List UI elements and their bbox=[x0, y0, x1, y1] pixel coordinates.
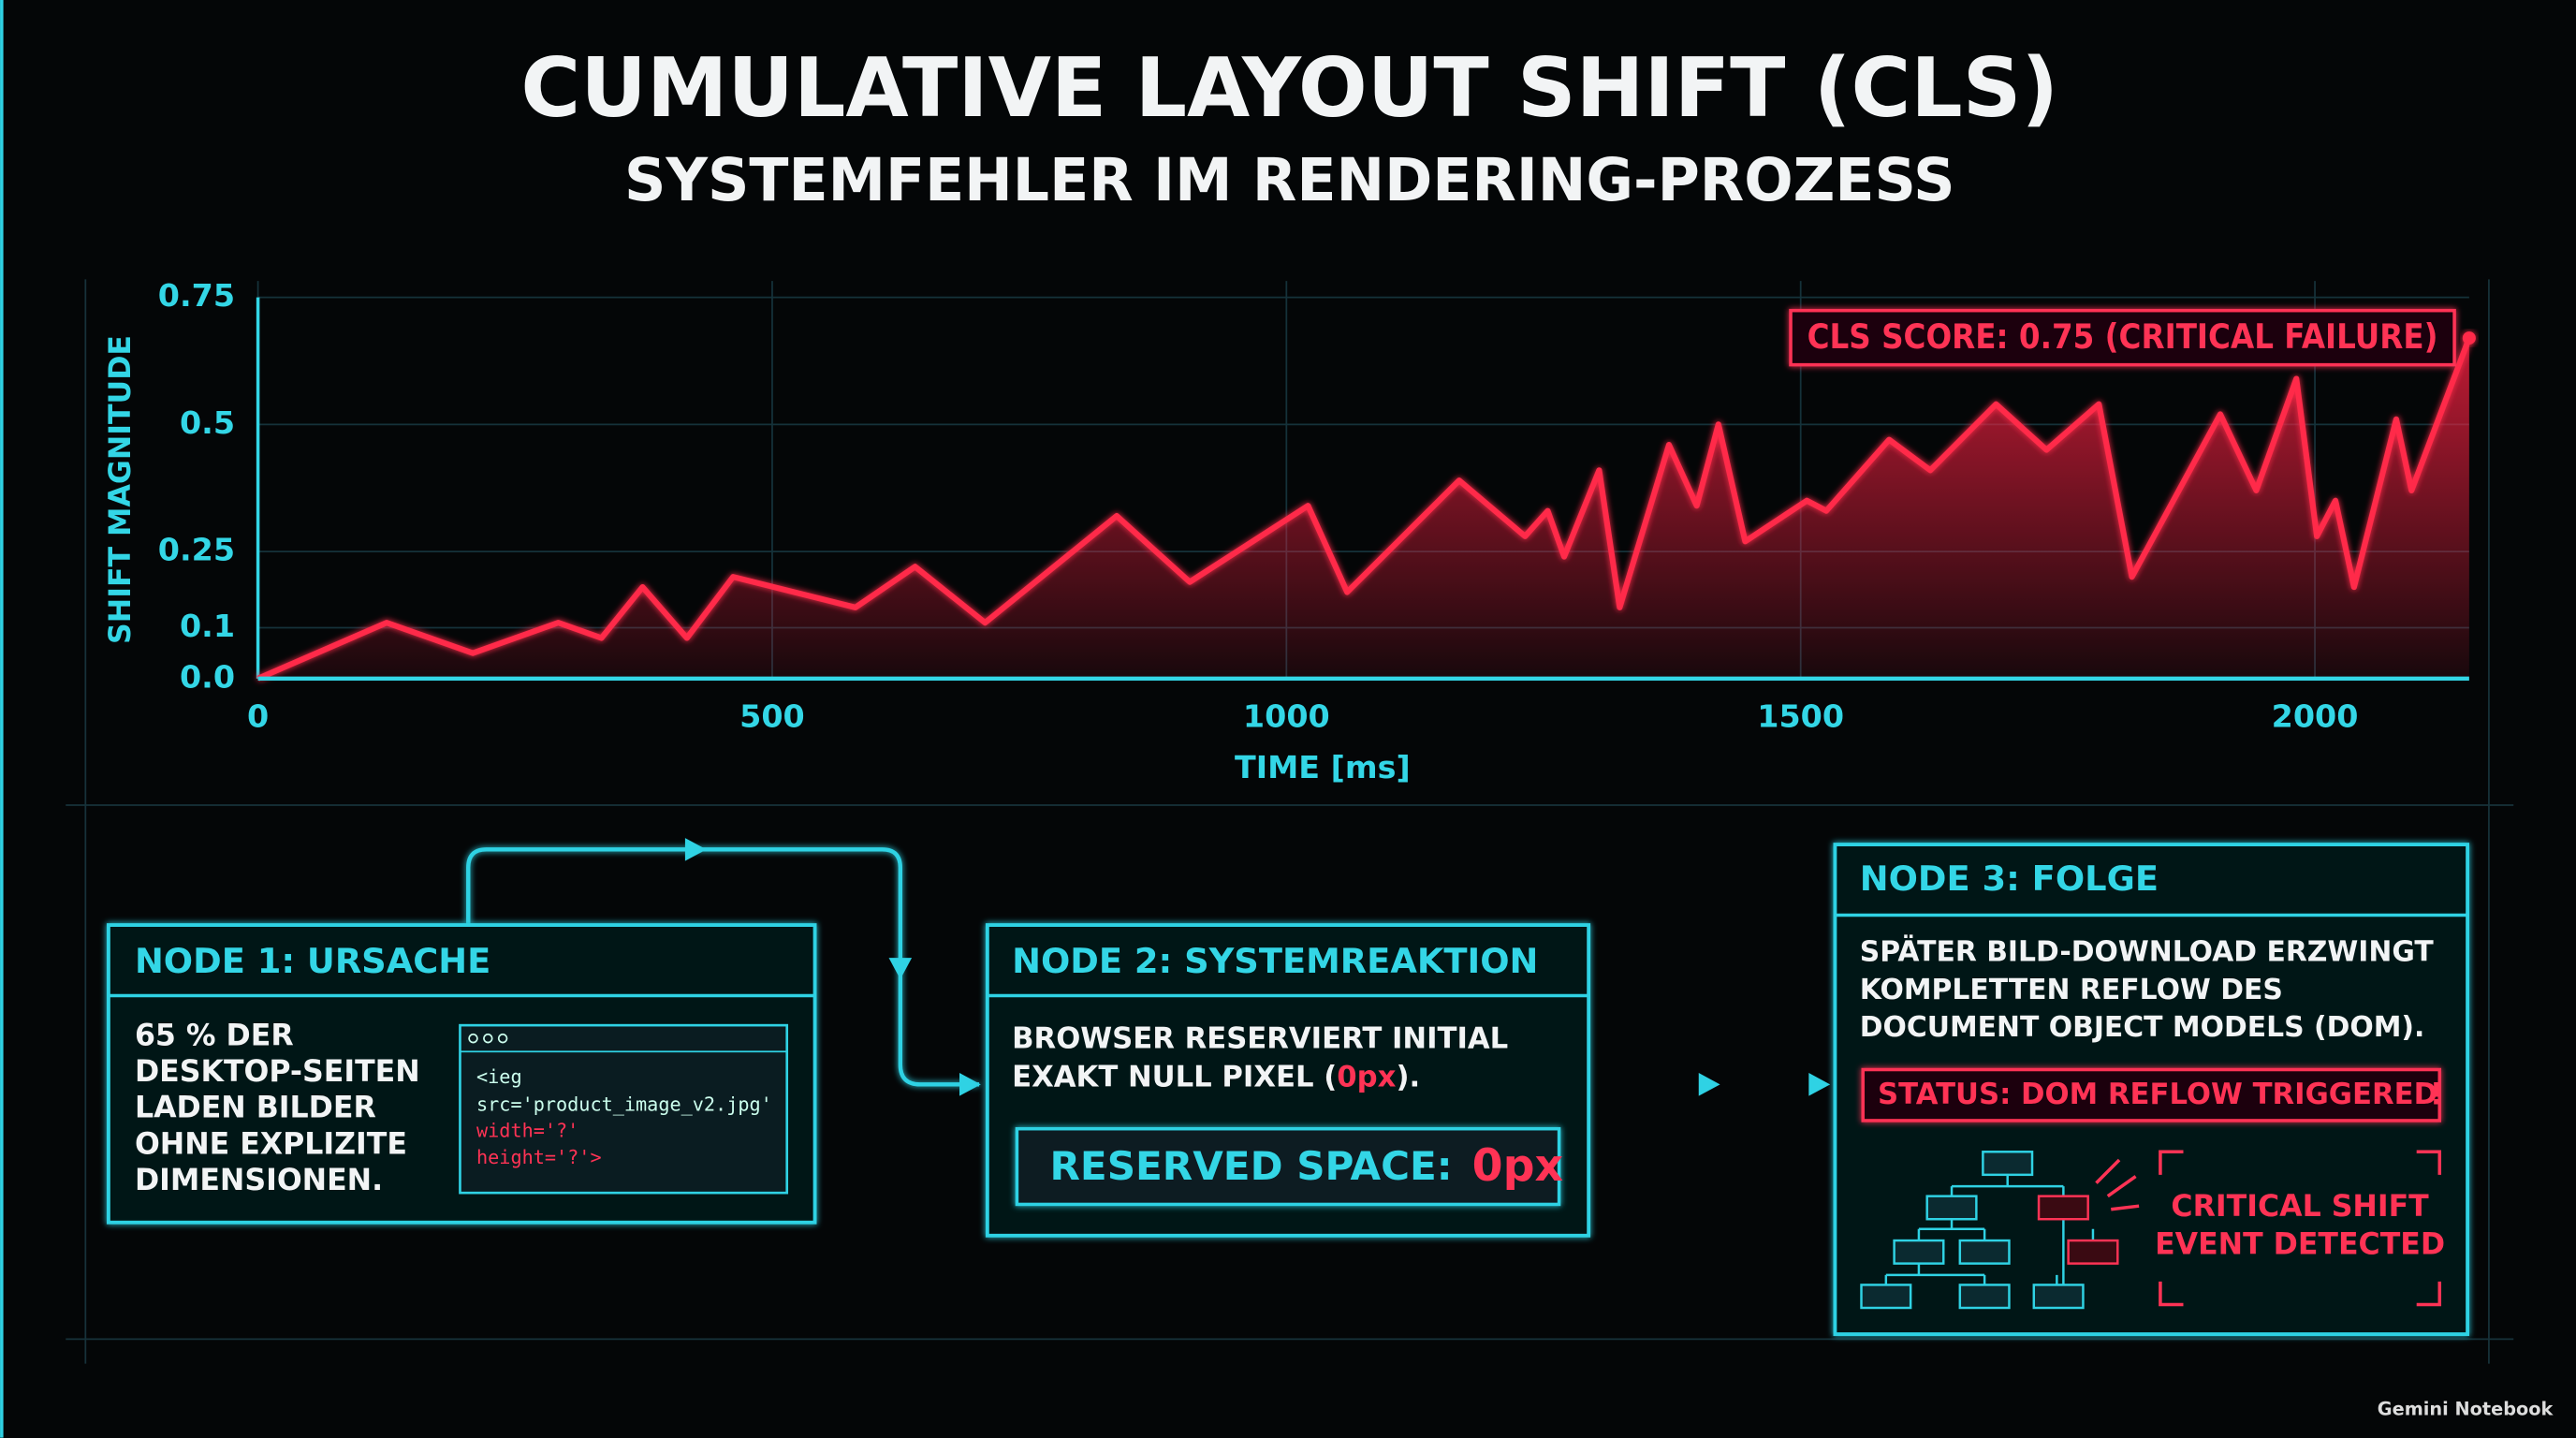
code-line: <ieg bbox=[476, 1065, 522, 1088]
x-tick-label: 2000 bbox=[2272, 697, 2359, 734]
y-tick-label: 0.25 bbox=[158, 532, 235, 568]
node-text: DOCUMENT OBJECT MODELS (DOM). bbox=[1860, 1011, 2425, 1044]
text-highlight: 0px bbox=[1337, 1060, 1396, 1093]
reserved-text: RESERVED SPACE: bbox=[1050, 1142, 1453, 1188]
tree-node bbox=[2037, 1195, 2089, 1221]
code-window bbox=[459, 1023, 789, 1195]
x-axis-label: TIME [ms] bbox=[1235, 749, 1411, 785]
tree-node bbox=[1860, 1284, 1912, 1310]
code-line: height='?'> bbox=[476, 1146, 602, 1168]
y-tick-label: 0.75 bbox=[158, 277, 235, 314]
y-axis-label: SHIFT MAGNITUDE bbox=[104, 335, 138, 644]
node-text: BROWSER RESERVIERT INITIAL bbox=[1012, 1021, 1508, 1055]
alert-text: CRITICAL SHIFT bbox=[2171, 1190, 2429, 1224]
tree-lines bbox=[1884, 1174, 2095, 1285]
reserved-label: RESERVED SPACE: 0px bbox=[1050, 1140, 1564, 1192]
text-part: ). bbox=[1396, 1060, 1420, 1093]
node-title: NODE 3: FOLGE bbox=[1860, 858, 2159, 899]
x-tick-label: 500 bbox=[739, 697, 805, 734]
chart-title: CUMULATIVE LAYOUT SHIFT (CLS) bbox=[520, 40, 2058, 136]
background-grid bbox=[66, 279, 2514, 1364]
watermark: Gemini Notebook bbox=[2378, 1398, 2554, 1419]
reserved-value: 0px bbox=[1472, 1140, 1563, 1192]
connector bbox=[466, 847, 980, 1087]
node-text: OHNE EXPLIZITE bbox=[135, 1127, 407, 1161]
node-text: 65 % DER bbox=[135, 1019, 294, 1052]
status-text: STATUS: DOM REFLOW TRIGGERED bbox=[1878, 1078, 2437, 1111]
arrow bbox=[1808, 1073, 1831, 1096]
arrow bbox=[959, 1073, 981, 1096]
area bbox=[257, 338, 2469, 679]
y-tick-label: 0.0 bbox=[180, 658, 235, 695]
node-1: NODE 1: URSACHE 65 % DER DESKTOP-SEITEN … bbox=[106, 923, 817, 1225]
tree-node bbox=[2032, 1284, 2085, 1310]
line bbox=[256, 336, 2472, 682]
tree-node bbox=[1982, 1151, 2034, 1177]
code-line: width='?' bbox=[476, 1120, 578, 1142]
end-point bbox=[2462, 331, 2476, 345]
tree-node bbox=[1893, 1239, 1945, 1265]
code-line: src='product_image_v2.jpg' bbox=[476, 1093, 772, 1116]
x-tick-label: 1000 bbox=[1243, 697, 1330, 734]
x-tick-label: 0 bbox=[247, 697, 269, 734]
node-title: NODE 1: URSACHE bbox=[135, 941, 490, 981]
alert-text: EVENT DETECTED bbox=[2155, 1227, 2445, 1261]
node-text: EXAKT NULL PIXEL (0px). bbox=[1012, 1060, 1420, 1093]
node-title: NODE 2: SYSTEMREAKTION bbox=[1012, 941, 1538, 981]
alert-rays bbox=[2095, 1158, 2140, 1211]
node-2: NODE 2: SYSTEMREAKTION BROWSER RESERVIER… bbox=[985, 923, 1591, 1238]
window-dot bbox=[483, 1033, 493, 1044]
status-icon: ! bbox=[2430, 1078, 2443, 1112]
y-tick-label: 0.5 bbox=[180, 404, 235, 441]
tree-node bbox=[1925, 1195, 1978, 1221]
tree-node bbox=[1958, 1239, 2011, 1265]
x-tick-label: 1500 bbox=[1757, 697, 1844, 734]
arrow bbox=[1698, 1073, 1720, 1096]
tree-node bbox=[2067, 1239, 2119, 1265]
y-tick-label: 0.1 bbox=[180, 608, 235, 644]
reserved-box bbox=[1015, 1126, 1561, 1207]
window-dot bbox=[468, 1033, 478, 1044]
dom-tree bbox=[1860, 1151, 2119, 1310]
window-dot bbox=[497, 1033, 508, 1044]
node-text: DESKTOP-SEITEN bbox=[135, 1055, 420, 1089]
text-part: EXAKT NULL PIXEL ( bbox=[1012, 1060, 1337, 1093]
arrow bbox=[888, 958, 913, 979]
arrow bbox=[684, 838, 707, 861]
annotation: CLS SCORE: 0.75 (CRITICAL FAILURE) bbox=[1808, 316, 2438, 357]
tree-node bbox=[1958, 1284, 2011, 1310]
alert-brackets bbox=[2159, 1150, 2442, 1307]
node-3: NODE 3: FOLGE SPÄTER BILD-DOWNLOAD ERZWI… bbox=[1833, 843, 2470, 1337]
annotation-box bbox=[1789, 308, 2456, 367]
chart-subtitle: SYSTEMFEHLER IM RENDERING-PROZESS bbox=[624, 145, 1955, 214]
status-box bbox=[1861, 1067, 2442, 1123]
node-text: SPÄTER BILD-DOWNLOAD ERZWINGT bbox=[1860, 934, 2435, 968]
node-text: LADEN BILDER bbox=[135, 1092, 376, 1125]
node-text: DIMENSIONEN. bbox=[135, 1164, 383, 1197]
node-text: KOMPLETTEN REFLOW DES bbox=[1860, 974, 2283, 1006]
